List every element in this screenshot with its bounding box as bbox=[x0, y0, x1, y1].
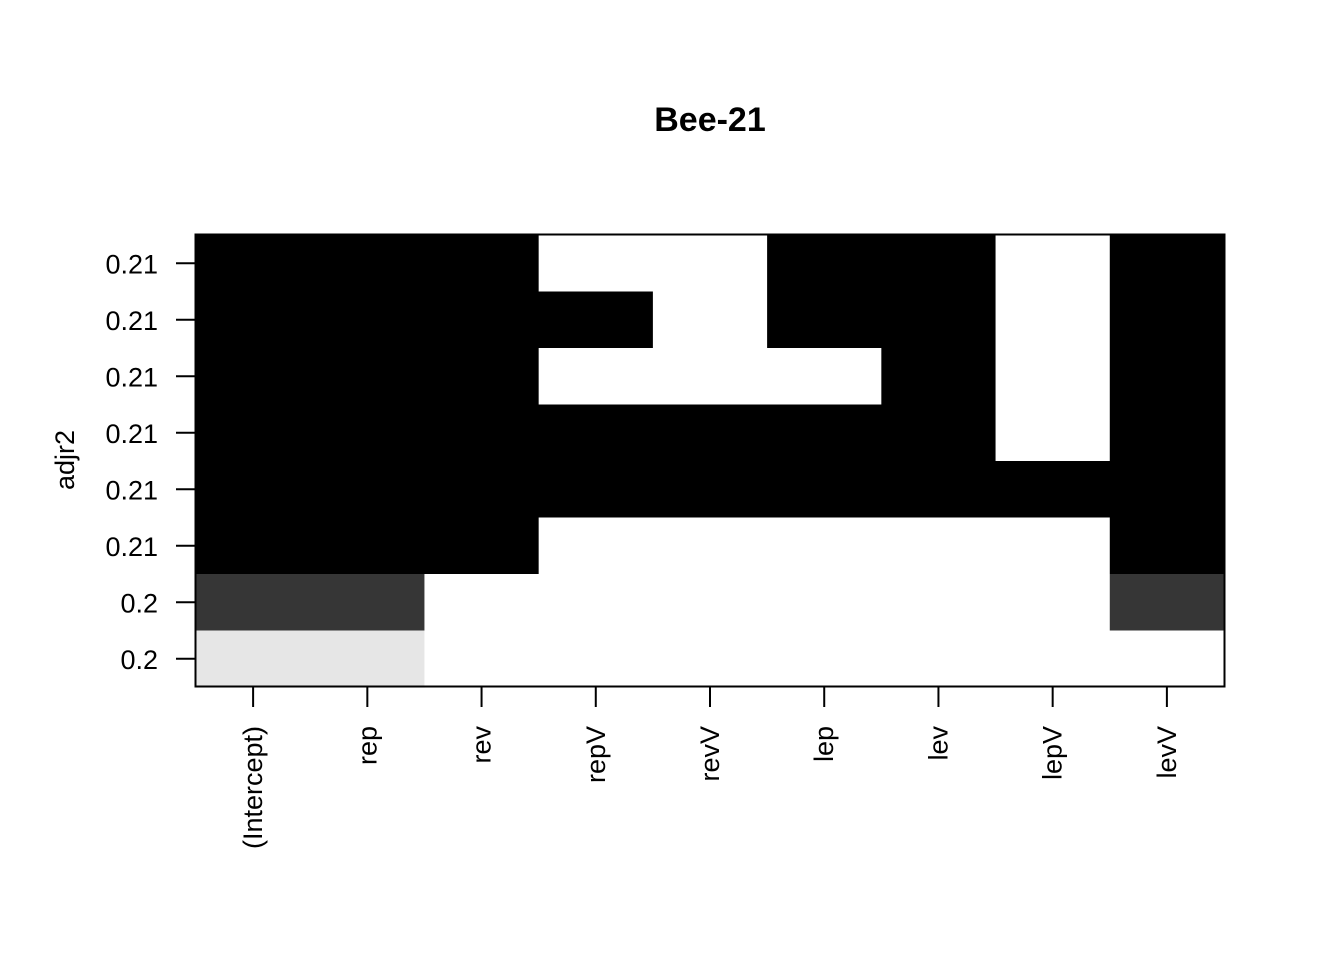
heatmap-cell bbox=[767, 461, 882, 518]
y-tick-label: 0.21 bbox=[105, 419, 158, 449]
heatmap-cell bbox=[1110, 518, 1225, 575]
y-axis: 0.21 0.21 0.21 0.21 0.21 0.21 0.2 0.2 bbox=[105, 249, 196, 675]
heatmap-cell bbox=[653, 461, 768, 518]
heatmap-cell bbox=[996, 292, 1111, 349]
heatmap-cell bbox=[767, 631, 882, 688]
heatmap-cell bbox=[424, 574, 539, 631]
heatmap-cell bbox=[881, 292, 996, 349]
heatmap-cell bbox=[881, 631, 996, 688]
heatmap-cell bbox=[767, 348, 882, 405]
heatmap-cell bbox=[424, 235, 539, 292]
x-tick-label: lev bbox=[923, 726, 953, 761]
heatmap-cell bbox=[539, 348, 654, 405]
y-tick-label: 0.21 bbox=[105, 362, 158, 392]
heatmap-cell bbox=[310, 405, 425, 462]
heatmap-cell bbox=[1110, 405, 1225, 462]
heatmap-cell bbox=[1110, 348, 1225, 405]
heatmap-cell bbox=[767, 292, 882, 349]
heatmap-cell bbox=[1110, 574, 1225, 631]
heatmap-cell bbox=[539, 631, 654, 688]
heatmap-cell bbox=[196, 518, 311, 575]
heatmap-cell bbox=[996, 631, 1111, 688]
y-tick-label: 0.21 bbox=[105, 249, 158, 279]
heatmap-cell bbox=[424, 292, 539, 349]
heatmap-cell bbox=[996, 574, 1111, 631]
heatmap-cell bbox=[881, 461, 996, 518]
heatmap-cell bbox=[1110, 235, 1225, 292]
heatmap-cell bbox=[310, 348, 425, 405]
x-axis: (Intercept) rep rev repV revV lep lev lepV levV bbox=[238, 687, 1182, 849]
heatmap-cell bbox=[196, 405, 311, 462]
heatmap-cell bbox=[539, 574, 654, 631]
x-tick-label: repV bbox=[581, 726, 611, 783]
x-tick-label: revV bbox=[695, 726, 725, 782]
heatmap-cell bbox=[424, 348, 539, 405]
heatmap-cell bbox=[196, 461, 311, 518]
heatmap-cell bbox=[881, 405, 996, 462]
heatmap-cell bbox=[1110, 461, 1225, 518]
x-tick-label: lep bbox=[809, 726, 839, 762]
heatmap-cell bbox=[310, 235, 425, 292]
heatmap-cell bbox=[310, 461, 425, 518]
heatmap-cell bbox=[310, 574, 425, 631]
heatmap-cell bbox=[196, 235, 311, 292]
heatmap-cell bbox=[996, 405, 1111, 462]
heatmap-cell bbox=[196, 574, 311, 631]
heatmap-cell bbox=[881, 235, 996, 292]
heatmap-cell bbox=[653, 574, 768, 631]
heatmap-cell bbox=[767, 518, 882, 575]
heatmap-cell bbox=[424, 518, 539, 575]
y-tick-label: 0.2 bbox=[120, 588, 158, 618]
y-tick-label: 0.21 bbox=[105, 532, 158, 562]
chart-title: Bee-21 bbox=[654, 101, 766, 139]
heatmap-cell bbox=[310, 631, 425, 688]
heatmap-cell bbox=[767, 235, 882, 292]
x-tick-label: rev bbox=[467, 726, 497, 764]
heatmap-cell bbox=[539, 292, 654, 349]
y-tick-label: 0.21 bbox=[105, 475, 158, 505]
heatmap-cell bbox=[310, 518, 425, 575]
heatmap-cell bbox=[653, 405, 768, 462]
heatmap-cell bbox=[653, 235, 768, 292]
heatmap-cell bbox=[310, 292, 425, 349]
heatmap-cell bbox=[1110, 631, 1225, 688]
heatmap-cell bbox=[996, 348, 1111, 405]
x-tick-label: levV bbox=[1152, 726, 1182, 779]
heatmap-cell bbox=[424, 461, 539, 518]
y-axis-label: adjr2 bbox=[50, 430, 80, 490]
x-tick-label: lepV bbox=[1038, 726, 1068, 780]
heatmap-cell bbox=[653, 292, 768, 349]
heatmap-cell bbox=[653, 348, 768, 405]
heatmap-cell bbox=[539, 235, 654, 292]
heatmap-cell bbox=[539, 405, 654, 462]
heatmap-cell bbox=[424, 405, 539, 462]
heatmap-cells bbox=[196, 235, 1225, 688]
heatmap-cell bbox=[196, 348, 311, 405]
heatmap-cell bbox=[1110, 292, 1225, 349]
heatmap-cell bbox=[996, 235, 1111, 292]
heatmap-cell bbox=[539, 461, 654, 518]
y-tick-label: 0.2 bbox=[120, 645, 158, 675]
heatmap-cell bbox=[539, 518, 654, 575]
heatmap-cell bbox=[653, 518, 768, 575]
heatmap-cell bbox=[881, 348, 996, 405]
heatmap-cell bbox=[881, 518, 996, 575]
y-tick-label: 0.21 bbox=[105, 306, 158, 336]
x-tick-label: rep bbox=[352, 726, 382, 765]
heatmap-cell bbox=[881, 574, 996, 631]
heatmap-cell bbox=[196, 292, 311, 349]
heatmap-cell bbox=[196, 631, 311, 688]
heatmap-cell bbox=[767, 405, 882, 462]
heatmap-cell bbox=[424, 631, 539, 688]
heatmap-cell bbox=[996, 518, 1111, 575]
heatmap-cell bbox=[653, 631, 768, 688]
x-tick-label: (Intercept) bbox=[238, 726, 268, 849]
heatmap-cell bbox=[767, 574, 882, 631]
heatmap-cell bbox=[996, 461, 1111, 518]
